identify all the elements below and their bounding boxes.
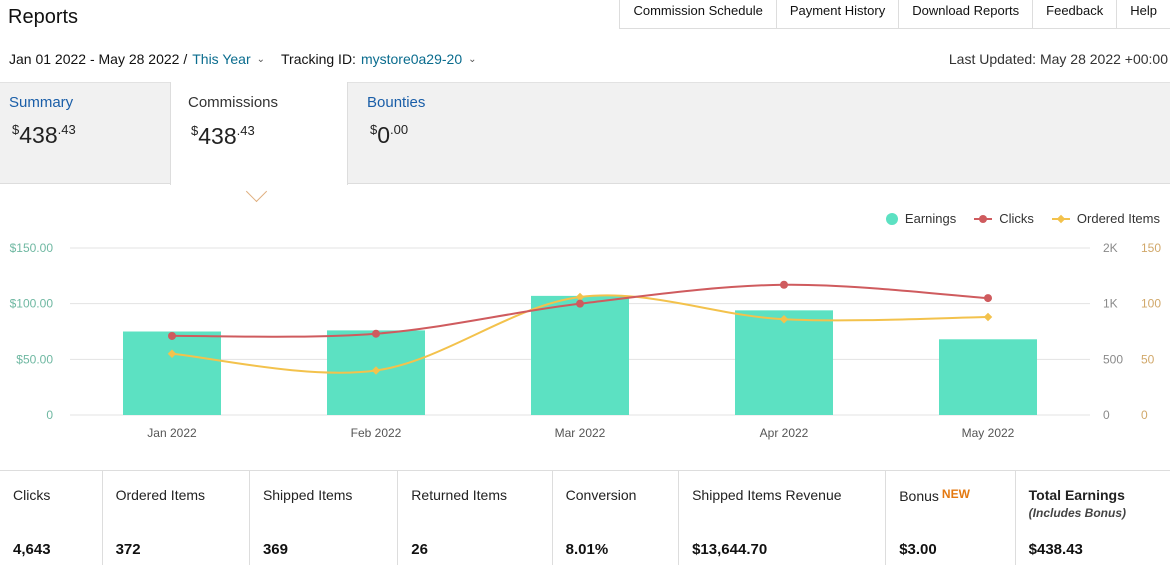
- right-axis-1-tick-label: 1K: [1103, 297, 1118, 311]
- right-axis-1-tick-label: 500: [1103, 352, 1123, 366]
- nav-feedback[interactable]: Feedback: [1032, 0, 1116, 28]
- clicks-point: [576, 299, 584, 308]
- stat-shipped-items: Shipped Items 369: [250, 471, 399, 565]
- clicks-point: [984, 294, 992, 303]
- tab-summary-value: $438.43: [12, 122, 76, 148]
- left-axis-tick-label: $100.00: [10, 297, 54, 311]
- legend-earnings[interactable]: Earnings: [885, 211, 956, 226]
- left-axis-tick-label: 0: [46, 408, 53, 422]
- nav-commission-schedule[interactable]: Commission Schedule: [619, 0, 775, 28]
- x-axis-tick-label: Jan 2022: [147, 426, 197, 440]
- clicks-point: [780, 280, 788, 289]
- stats-bar: Clicks 4,643 Ordered Items 372 Shipped I…: [0, 470, 1170, 565]
- left-axis-tick-label: $50.00: [16, 352, 53, 366]
- last-updated: Last Updated: May 28 2022 +00:00: [948, 51, 1168, 67]
- tracking-id-label: Tracking ID:: [281, 51, 356, 67]
- earnings-chart: 0 0 0 $50.00 500 50 $100.00 1K 100 $150.00 2K 150 Ja…: [10, 241, 1162, 440]
- stat-shipped-revenue: Shipped Items Revenue $13,644.70: [679, 471, 887, 565]
- nav-help[interactable]: Help: [1116, 0, 1170, 28]
- right-axis-1-tick-label: 0: [1103, 408, 1110, 422]
- tab-commissions-value: $438.43: [191, 123, 255, 149]
- x-axis-tick-label: Apr 2022: [760, 426, 809, 440]
- period-dropdown[interactable]: This Year: [192, 51, 251, 67]
- right-axis-2-tick-label: 50: [1141, 352, 1155, 366]
- stat-bonus: Bonus NEW $3.00: [886, 471, 1016, 565]
- stat-ordered-items: Ordered Items 372: [103, 471, 250, 565]
- right-axis-2-tick-label: 0: [1141, 408, 1148, 422]
- chart-legend: Earnings Clicks Ordered Items: [868, 211, 1160, 226]
- x-axis-tick-label: Feb 2022: [351, 426, 402, 440]
- x-axis-tick-label: Mar 2022: [555, 426, 606, 440]
- tab-commissions-label: Commissions: [188, 94, 279, 111]
- legend-clicks[interactable]: Clicks: [974, 211, 1034, 226]
- new-badge: NEW: [941, 487, 970, 501]
- right-axis-1-tick-label: 2K: [1103, 241, 1118, 255]
- ordered-items-point: [371, 366, 381, 375]
- right-axis-2-tick-label: 150: [1141, 241, 1161, 255]
- page-title: Reports: [8, 6, 79, 28]
- clicks-line-icon: [974, 214, 993, 223]
- left-axis-tick-label: $150.00: [10, 241, 54, 255]
- x-axis-tick-label: May 2022: [962, 426, 1015, 440]
- stat-clicks: Clicks 4,643: [0, 471, 103, 565]
- earnings-bar: [123, 331, 221, 415]
- earnings-bar: [939, 339, 1037, 415]
- clicks-point: [168, 331, 176, 340]
- stat-total-earnings: Total Earnings (Includes Bonus) $438.43: [1028, 487, 1126, 558]
- tab-bounties[interactable]: Bounties $0.00: [358, 82, 528, 182]
- clicks-point: [372, 329, 380, 338]
- tab-summary-label: Summary: [9, 94, 74, 111]
- earnings-bar: [735, 310, 833, 415]
- tab-bounties-value: $0.00: [370, 122, 409, 148]
- nav-payment-history[interactable]: Payment History: [775, 0, 898, 28]
- earnings-bar: [531, 295, 629, 415]
- top-navigation: Commission Schedule Payment History Down…: [619, 0, 1170, 29]
- date-range: Jan 01 2022 - May 28 2022 /: [9, 51, 188, 67]
- stat-returned-items: Returned Items 26: [398, 471, 553, 565]
- chevron-down-icon[interactable]: ⌄: [468, 53, 477, 65]
- stat-conversion: Conversion 8.01%: [553, 471, 680, 565]
- report-filters: Jan 01 2022 - May 28 2022 / This Year ⌄ …: [9, 51, 477, 67]
- ordered-items-line-icon: [1051, 217, 1070, 220]
- tab-summary[interactable]: Summary $438.43: [0, 82, 170, 182]
- nav-download-reports[interactable]: Download Reports: [898, 0, 1032, 28]
- tab-commissions[interactable]: Commissions $438.43: [170, 82, 348, 185]
- ordered-items-point: [983, 312, 993, 322]
- legend-ordered-items[interactable]: Ordered Items: [1051, 211, 1160, 226]
- tracking-id-dropdown[interactable]: mystore0a29-20: [360, 51, 463, 67]
- chevron-down-icon[interactable]: ⌄: [256, 53, 265, 65]
- tab-bounties-label: Bounties: [367, 94, 426, 111]
- earnings-dot-icon: [885, 212, 898, 225]
- right-axis-2-tick-label: 100: [1141, 297, 1161, 311]
